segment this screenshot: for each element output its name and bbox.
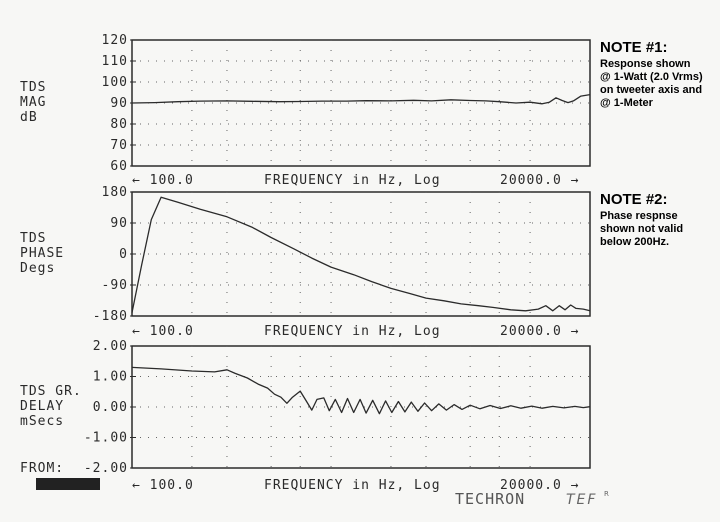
note-1-line-1: Response shown (600, 58, 691, 70)
y-tick-label: 90 (110, 96, 128, 111)
redacted-block (36, 478, 100, 490)
delay-ylabel-line-2: DELAY (20, 399, 64, 414)
panel-phase-frame (131, 191, 591, 317)
panel-group-delay-grid (132, 346, 590, 468)
panel-phase-trace (131, 196, 591, 313)
phase-x-axis-title: FREQUENCY in Hz, Log (264, 324, 441, 339)
note-2-title: NOTE #2: (600, 191, 668, 208)
y-tick-label: -90 (102, 278, 128, 293)
phase-ylabel-line-1: TDS (20, 231, 46, 246)
panel-magnitude-y-ticks: 120 110 100 90 80 70 60 (102, 33, 136, 174)
panel-magnitude: 120 110 100 90 80 70 60 TDS MAG dB ← 100.0 FRE… (20, 33, 591, 188)
y-tick-label: 0.00 (93, 400, 128, 415)
y-tick-label: 120 (102, 33, 128, 48)
y-tick-label: 2.00 (93, 339, 128, 354)
y-tick-label: 100 (102, 75, 128, 90)
y-tick-label: 90 (110, 216, 128, 231)
y-tick-label: -2.00 (84, 461, 128, 476)
panel-group-delay-trace (131, 366, 591, 415)
delay-ylabel-line-1: TDS GR. (20, 384, 82, 399)
note-1-title: NOTE #1: (600, 39, 668, 56)
phase-ylabel-line-3: Degs (20, 261, 55, 276)
y-tick-label: -1.00 (84, 431, 128, 446)
y-tick-label: -180 (93, 309, 128, 324)
brand-tef: TEF (566, 492, 597, 508)
y-tick-label: 0 (119, 247, 128, 262)
y-tick-label: 1.00 (93, 370, 128, 385)
panel-group-delay-frame (131, 345, 591, 469)
magnitude-x-tick-left: ← 100.0 (132, 173, 194, 188)
registered-mark: R (604, 490, 609, 498)
magnitude-ylabel-line-2: MAG (20, 95, 46, 110)
from-label: FROM: (20, 461, 64, 476)
series-line (131, 366, 591, 415)
panel-magnitude-trace (131, 93, 591, 105)
magnitude-ylabel-line-3: dB (20, 110, 38, 125)
series-line (131, 196, 591, 313)
series-line (131, 93, 591, 105)
delay-x-tick-left: ← 100.0 (132, 478, 194, 493)
note-2-line-3: below 200Hz. (600, 236, 669, 248)
note-2: NOTE #2: Phase respnse shown not valid b… (600, 191, 683, 248)
phase-x-tick-right: 20000.0 → (500, 324, 579, 339)
y-tick-label: 180 (102, 185, 128, 200)
panel-group-delay: 2.00 1.00 0.00 -1.00 -2.00 TDS GR. DELAY mSe… (20, 339, 591, 493)
brand-techron: TECHRON (455, 490, 525, 508)
panel-phase-grid (132, 192, 590, 316)
note-1: NOTE #1: Response shown @ 1-Watt (2.0 Vr… (600, 39, 703, 109)
magnitude-ylabel-line-1: TDS (20, 80, 46, 95)
panel-phase-y-ticks: 180 90 0 -90 -180 (93, 185, 136, 324)
note-2-line-2: shown not valid (600, 223, 683, 235)
phase-ylabel-line-2: PHASE (20, 246, 64, 261)
y-tick-label: 80 (110, 117, 128, 132)
magnitude-x-tick-right: 20000.0 → (500, 173, 579, 188)
delay-x-axis-title: FREQUENCY in Hz, Log (264, 478, 441, 493)
delay-ylabel-line-3: mSecs (20, 414, 64, 429)
note-1-line-2: @ 1-Watt (2.0 Vrms) (600, 71, 703, 83)
magnitude-x-axis-title: FREQUENCY in Hz, Log (264, 173, 441, 188)
phase-x-tick-left: ← 100.0 (132, 324, 194, 339)
panel-phase: 180 90 0 -90 -180 TDS PHASE Degs ← 100.0 FRE… (20, 185, 591, 339)
note-2-line-1: Phase respnse (600, 210, 678, 222)
panel-group-delay-y-ticks: 2.00 1.00 0.00 -1.00 -2.00 (84, 339, 136, 476)
note-1-line-4: @ 1-Meter (600, 97, 654, 109)
y-tick-label: 60 (110, 159, 128, 174)
y-tick-label: 110 (102, 54, 128, 69)
note-1-line-3: on tweeter axis and (600, 84, 702, 96)
y-tick-label: 70 (110, 138, 128, 153)
panel-magnitude-grid (132, 40, 590, 166)
delay-x-tick-right: 20000.0 → (500, 478, 579, 493)
